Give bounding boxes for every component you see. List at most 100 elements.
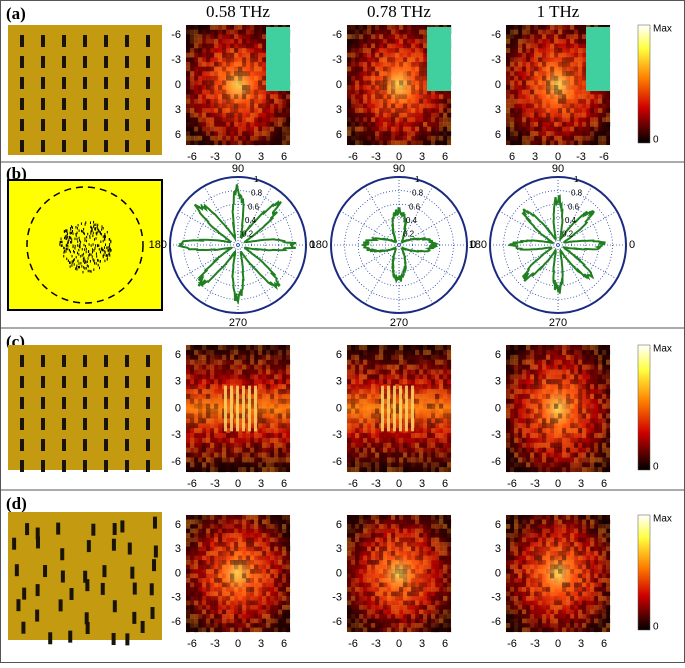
speckle — [566, 438, 570, 443]
speckle — [586, 103, 590, 108]
speckle — [606, 448, 610, 453]
speckle — [419, 53, 423, 58]
speckle — [514, 360, 518, 365]
meta-atom — [99, 230, 100, 233]
speckle — [530, 452, 534, 457]
speckle — [387, 39, 391, 44]
meta-atom — [133, 583, 137, 595]
speckle — [226, 443, 230, 448]
speckle — [546, 438, 550, 443]
speckle — [198, 524, 202, 529]
speckle — [206, 374, 210, 379]
speckle — [594, 360, 598, 365]
speckle — [355, 80, 359, 85]
meta-atom — [64, 250, 65, 253]
speckle — [506, 39, 510, 44]
speckle — [570, 345, 574, 350]
speckle — [558, 418, 562, 423]
speckle — [246, 43, 250, 48]
speckle — [218, 413, 222, 418]
speckle — [258, 90, 262, 95]
speckle — [538, 85, 542, 90]
speckle — [210, 99, 214, 104]
speckle — [363, 43, 367, 48]
speckle — [542, 413, 546, 418]
speckle — [194, 556, 198, 561]
speckle — [234, 556, 238, 561]
speckle — [262, 399, 266, 404]
speckle — [222, 62, 226, 67]
speckle — [218, 560, 222, 565]
speckle — [254, 443, 258, 448]
speckle — [431, 374, 435, 379]
speckle — [278, 467, 282, 472]
speckle — [351, 374, 355, 379]
speckle — [518, 389, 522, 394]
speckle — [399, 374, 403, 379]
speckle — [423, 379, 427, 384]
speckle — [411, 448, 415, 453]
speckle — [395, 462, 399, 467]
speckle — [546, 350, 550, 355]
speckle — [570, 355, 574, 360]
speckle — [238, 374, 242, 379]
speckle — [506, 399, 510, 404]
speckle — [234, 43, 238, 48]
speckle — [435, 394, 439, 399]
speckle — [367, 62, 371, 67]
meta-atom — [78, 224, 79, 227]
speckle — [242, 520, 246, 525]
speckle — [554, 127, 558, 132]
speckle — [202, 520, 206, 525]
speckle — [186, 542, 190, 547]
speckle — [375, 409, 379, 414]
speckle — [214, 565, 218, 570]
speckle — [415, 384, 419, 389]
speckle — [534, 467, 538, 472]
speckle — [282, 452, 286, 457]
speckle — [546, 443, 550, 448]
speckle — [538, 67, 542, 72]
x-tick-label: -6 — [187, 478, 197, 490]
speckle — [218, 131, 222, 136]
speckle — [238, 565, 242, 570]
speckle — [506, 94, 510, 99]
meta-atom — [113, 600, 117, 612]
speckle — [278, 404, 282, 409]
speckle — [514, 369, 518, 374]
speckle — [566, 67, 570, 72]
speckle — [530, 409, 534, 414]
meta-atom — [108, 246, 109, 249]
speckle — [186, 583, 190, 588]
meta-atom — [86, 236, 87, 239]
meta-atom — [107, 249, 108, 252]
speckle — [510, 443, 514, 448]
speckle — [558, 43, 562, 48]
speckle — [202, 538, 206, 543]
speckle — [570, 113, 574, 118]
speckle — [602, 103, 606, 108]
speckle — [586, 360, 590, 365]
speckle — [355, 34, 359, 39]
speckle — [270, 365, 274, 370]
speckle — [198, 428, 202, 433]
speckle — [439, 404, 443, 409]
speckle — [250, 360, 254, 365]
speckle — [399, 462, 403, 467]
speckle — [606, 389, 610, 394]
meta-atom — [78, 249, 79, 252]
speckle — [510, 428, 514, 433]
speckle — [367, 413, 371, 418]
speckle — [574, 108, 578, 113]
meta-atom — [20, 418, 24, 430]
meta-atom — [61, 238, 62, 241]
speckle — [538, 34, 542, 39]
speckle — [415, 25, 419, 30]
radius-label: 0.8 — [412, 189, 424, 198]
speckle — [431, 418, 435, 423]
speckle — [238, 587, 242, 592]
speckle — [246, 140, 250, 145]
meta-atom — [81, 230, 82, 233]
speckle — [218, 409, 222, 414]
speckle — [202, 556, 206, 561]
